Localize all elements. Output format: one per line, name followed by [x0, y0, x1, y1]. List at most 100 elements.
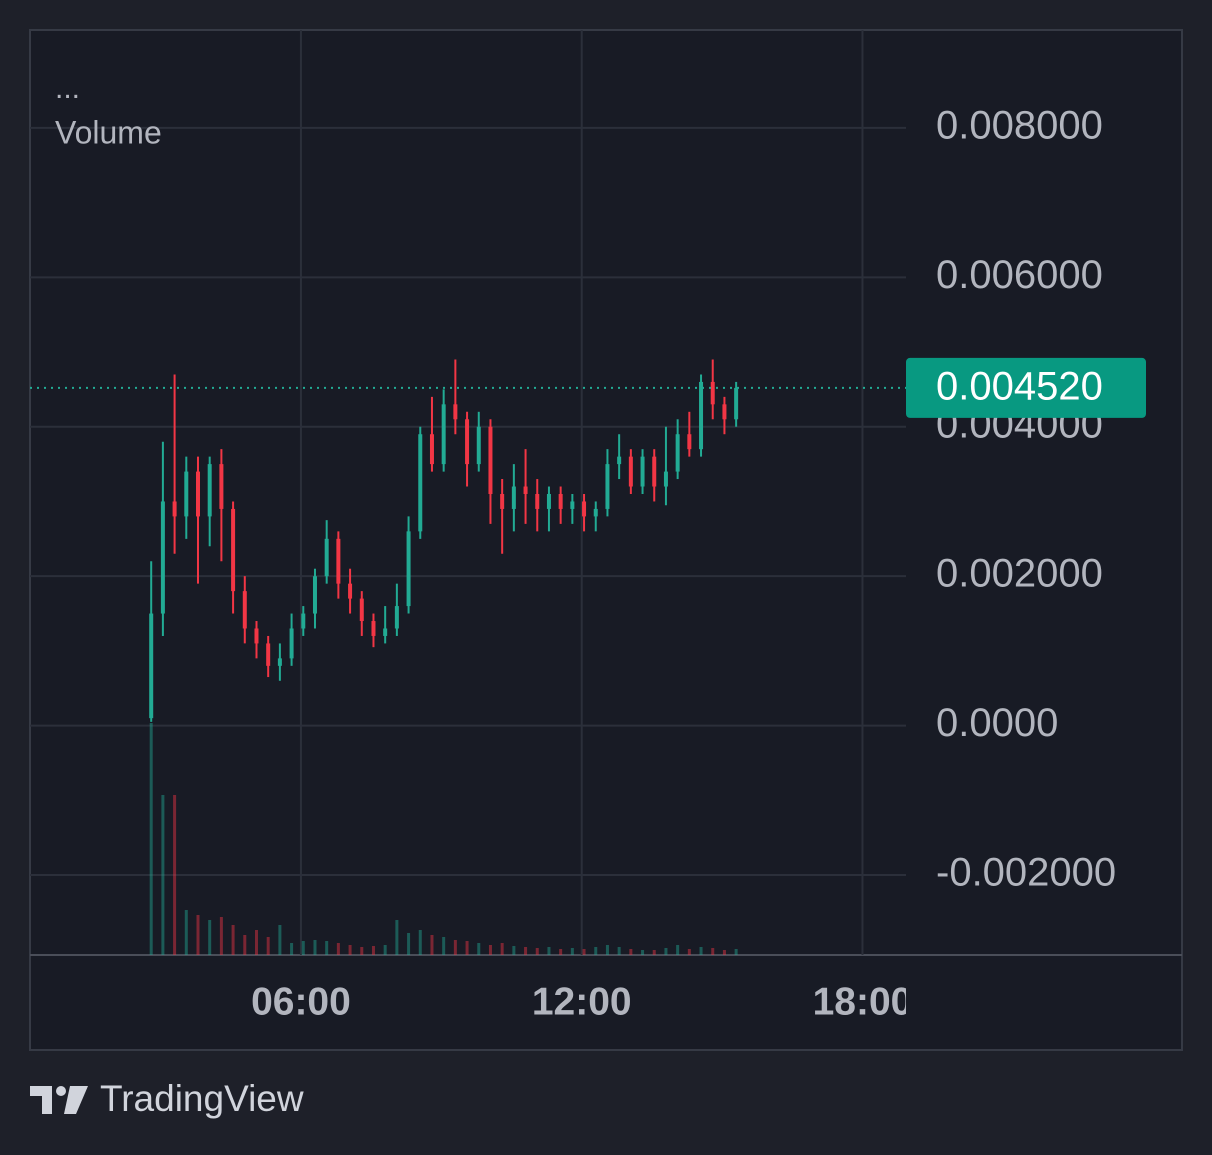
candle-body	[523, 486, 528, 494]
x-tick-label: 18:00	[813, 980, 913, 1023]
candle-body	[383, 628, 388, 636]
volume-bar	[383, 945, 387, 955]
volume-bar	[512, 946, 516, 955]
candle-body	[231, 508, 236, 592]
volume-bar	[442, 937, 446, 955]
volume-bar	[559, 949, 563, 955]
volume-bar	[231, 925, 235, 955]
candle-body	[429, 434, 434, 465]
volume-bar	[301, 941, 305, 955]
candle-body	[277, 658, 282, 666]
candle-body	[663, 471, 668, 487]
candle-body	[476, 426, 481, 465]
candle-body	[406, 531, 411, 607]
volume-bar	[535, 948, 539, 955]
volume-bar	[336, 943, 340, 955]
volume-bar	[149, 723, 153, 955]
volume-bar	[184, 910, 188, 955]
volume-bar	[582, 949, 586, 955]
candle-body	[348, 583, 353, 599]
candle-body	[453, 404, 458, 420]
volume-bar	[594, 947, 598, 955]
candle-body	[687, 434, 692, 450]
volume-bar	[430, 935, 434, 955]
volume-bar	[453, 940, 457, 955]
volume-bar	[617, 947, 621, 955]
candle-body	[418, 434, 423, 532]
candle-body	[359, 598, 364, 622]
candle-body	[675, 434, 680, 472]
candle-body	[289, 628, 294, 659]
volume-bar	[711, 948, 715, 955]
volume-bar	[500, 943, 504, 955]
volume-bar	[465, 941, 469, 955]
candle-body	[312, 576, 317, 614]
volume-bar	[243, 935, 247, 955]
candle-body	[511, 486, 516, 509]
volume-bar	[687, 949, 691, 955]
y-tick-label: 0.0000	[936, 701, 1058, 745]
candle-body	[441, 404, 446, 465]
volume-bar	[699, 947, 703, 955]
candle-body	[570, 501, 575, 509]
candle-body	[324, 538, 329, 577]
candle-body	[640, 456, 645, 487]
volume-bar	[290, 943, 294, 955]
y-tick-label: -0.002000	[936, 851, 1116, 895]
volume-bar	[208, 920, 212, 955]
candle-body	[184, 471, 189, 517]
volume-bar	[722, 950, 726, 955]
volume-bar	[161, 795, 165, 955]
last-price-label: 0.004520	[936, 364, 1103, 408]
volume-bar	[570, 948, 574, 955]
candle-body	[219, 464, 224, 509]
candle-body	[593, 508, 598, 517]
candle-body	[394, 606, 399, 629]
volume-bar	[418, 930, 422, 955]
candle-body	[734, 387, 739, 420]
candle-body	[535, 493, 540, 509]
candle-body	[149, 613, 154, 719]
candle-body	[301, 613, 306, 629]
volume-bar	[652, 950, 656, 955]
volume-bar	[196, 915, 200, 955]
candle-body	[465, 419, 470, 465]
indicator-name: Volume	[55, 114, 162, 150]
candle-body	[605, 464, 610, 509]
candle-body	[160, 501, 165, 614]
y-tick-label: 0.006000	[936, 253, 1103, 297]
volume-bar	[488, 945, 492, 955]
candle-body	[710, 381, 715, 405]
candle-body	[371, 621, 376, 636]
last-price-box	[906, 357, 1146, 418]
volume-bar	[360, 947, 364, 955]
volume-bar	[278, 925, 282, 955]
chart-frame	[29, 29, 1183, 1051]
candle-body	[488, 426, 493, 494]
logo	[30, 1086, 88, 1114]
candle-body	[336, 538, 341, 584]
x-tick-label: 12:00	[532, 980, 632, 1023]
candle-body	[207, 464, 212, 517]
brand: TradingView	[100, 1078, 304, 1119]
volume-bar	[524, 947, 528, 955]
candle-body	[254, 628, 259, 644]
candle-body	[628, 456, 633, 487]
volume-bar	[734, 949, 738, 955]
volume-bar	[219, 917, 223, 955]
candle-body	[558, 493, 563, 509]
volume-bar	[664, 948, 668, 955]
volume-bar	[605, 945, 609, 955]
candle-body	[582, 501, 587, 517]
volume-bar	[676, 945, 680, 955]
volume-bar	[348, 945, 352, 955]
volume-bar	[641, 950, 645, 955]
volume-bar	[173, 795, 177, 955]
volume-bar	[477, 943, 481, 955]
x-tick-label: 06:00	[251, 980, 351, 1023]
candle-body	[546, 493, 551, 509]
volume-bar	[629, 949, 633, 955]
volume-bar	[371, 946, 375, 955]
candle-body	[266, 643, 271, 666]
